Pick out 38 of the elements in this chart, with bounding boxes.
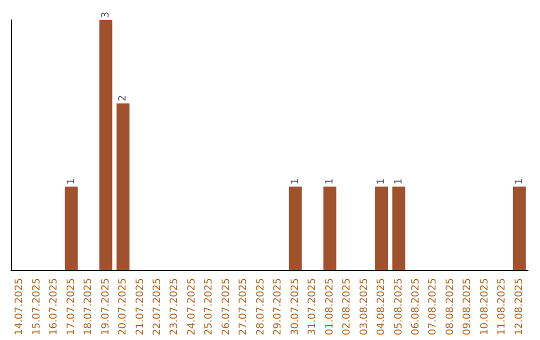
data-label: 1 [324,178,336,185]
x-tick-label: 17.07.2025 [66,278,77,336]
x-tick-label: 03.08.2025 [358,278,370,336]
x-tick-label: 30.07.2025 [290,278,301,336]
x-tick-label: 01.08.2025 [324,278,336,336]
x-tick-label: 24.07.2025 [186,278,198,336]
x-tick-label: 05.08.2025 [393,278,404,336]
x-tick-label: 19.07.2025 [100,278,112,336]
x-tick-label: 28.07.2025 [255,278,266,336]
x-tick-label: 14.07.2025 [14,278,26,336]
x-tick-label: 23.07.2025 [169,278,180,336]
data-label: 3 [100,12,112,18]
data-label: 2 [118,94,129,102]
x-tick-label: 09.08.2025 [462,278,474,336]
x-tick-label: 11.08.2025 [496,278,508,336]
x-tick-label: 29.07.2025 [272,278,284,336]
x-tick-label: 04.08.2025 [376,278,388,336]
x-tick-label: 10.08.2025 [479,278,490,336]
x-tick-label: 18.07.2025 [83,278,94,336]
data-label: 1 [376,178,388,185]
data-label: 1 [66,178,77,185]
x-tick-label: 26.07.2025 [220,278,232,336]
x-tick-label: 27.07.2025 [238,278,250,336]
x-tick-label: 21.07.2025 [134,278,146,336]
x-tick-label: 02.08.2025 [342,278,353,336]
x-tick-label: 31.07.2025 [307,278,318,336]
x-tick-label: 22.07.2025 [152,278,163,336]
data-label: 1 [393,178,404,185]
x-tick-label: 25.07.2025 [204,278,215,336]
x-tick-label: 16.07.2025 [48,278,60,336]
x-tick-label: 15.07.2025 [31,278,42,336]
data-label: 1 [290,178,301,185]
data-label: 1 [514,178,525,185]
x-tick-label: 07.08.2025 [428,278,439,336]
x-tick-label: 06.08.2025 [410,278,422,336]
x-tick-label: 20.07.2025 [118,278,129,336]
x-tick-label: 08.08.2025 [444,278,456,336]
x-tick-label: 12.08.2025 [514,278,525,336]
